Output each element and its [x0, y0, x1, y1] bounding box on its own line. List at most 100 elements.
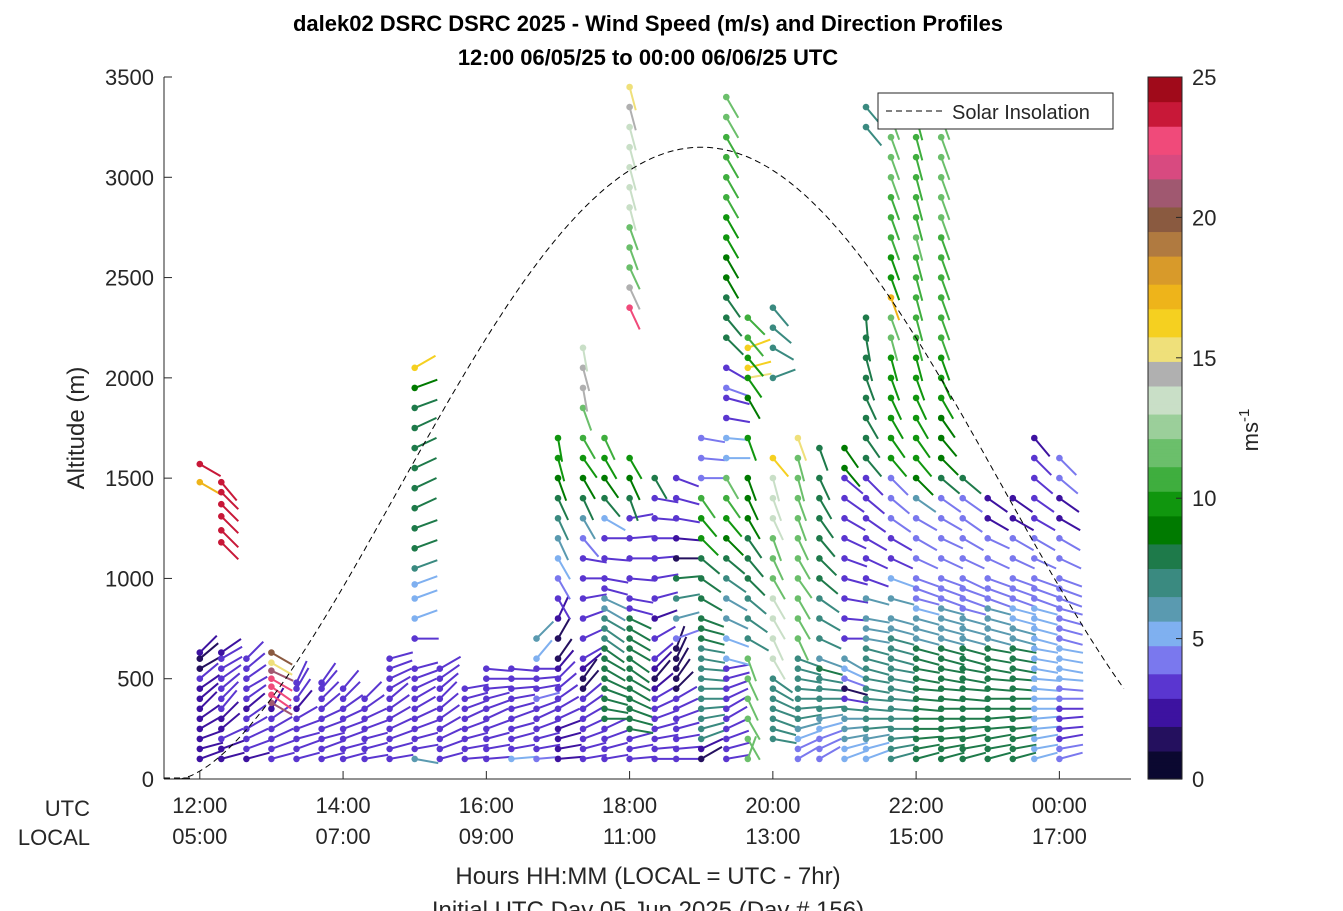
wind-barb-590 — [915, 587, 940, 598]
wind-barb-682 — [962, 477, 982, 495]
wind-barb-dot-69 — [318, 715, 325, 723]
wind-barb-771 — [1059, 597, 1083, 608]
wind-barb-60 — [296, 705, 318, 720]
wind-barb-229 — [604, 697, 628, 706]
wind-barb-dot-500 — [862, 755, 870, 763]
y-tick-label: 500 — [117, 667, 154, 692]
wind-barb-43 — [271, 751, 295, 760]
wind-barb-dot-760 — [1056, 705, 1063, 713]
wind-barb-30 — [220, 491, 240, 510]
colorbar-segment — [1148, 691, 1182, 696]
wind-barb-dot-282 — [626, 123, 633, 131]
wind-barb-71 — [320, 681, 340, 700]
wind-barb-dot-211 — [579, 575, 587, 582]
wind-barb-dot-140 — [461, 705, 469, 713]
wind-barb-dot-753 — [1031, 454, 1038, 462]
wind-barb-dot-629 — [937, 625, 945, 632]
x-tick-label-utc: 20:00 — [745, 793, 800, 818]
wind-barb-676 — [962, 587, 986, 598]
wind-barb-dot-323 — [672, 515, 680, 522]
wind-barb-dot-649 — [937, 274, 945, 281]
wind-barb-dot-154 — [508, 745, 515, 753]
wind-barb-291 — [654, 685, 676, 700]
wind-barb-dot-689 — [984, 695, 991, 703]
wind-barb-44 — [271, 739, 295, 750]
wind-barb-dot-511 — [862, 645, 870, 652]
wind-barb-dot-384 — [723, 174, 730, 181]
wind-barb-dot-105 — [411, 705, 419, 713]
colorbar-segment — [1148, 410, 1182, 415]
wind-barb-dot-228 — [601, 705, 608, 713]
wind-barb-dot-326 — [697, 755, 705, 763]
colorbar-segment — [1148, 547, 1182, 552]
wind-barb-dot-549 — [887, 555, 895, 562]
wind-barb-545 — [890, 627, 915, 636]
wind-barb-dot-622 — [937, 695, 945, 703]
wind-barb-dot-346 — [697, 494, 705, 502]
wind-barb-dot-710 — [1009, 715, 1017, 723]
colorbar-segment — [1148, 147, 1182, 152]
wind-barb-dot-535 — [887, 725, 895, 733]
wind-barb-368 — [725, 497, 741, 519]
wind-barb-dot-28 — [218, 513, 225, 520]
wind-barb-dot-472 — [816, 555, 823, 562]
wind-barb-459 — [819, 729, 843, 740]
wind-barb-327 — [700, 737, 724, 750]
colorbar-segment — [1148, 234, 1182, 240]
wind-barb-dot-21 — [218, 685, 225, 692]
wind-barb-80 — [342, 681, 361, 700]
wind-barb-342 — [700, 577, 722, 594]
plot-area: 050010001500200025003000350012:0005:0014… — [105, 65, 1131, 849]
wind-barb-158 — [511, 701, 535, 710]
wind-barb-282 — [628, 126, 637, 151]
colorbar-segment — [1148, 378, 1182, 383]
wind-barb-dot-332 — [697, 695, 705, 703]
colorbar-segment — [1148, 340, 1182, 345]
wind-barb-401 — [746, 517, 761, 540]
wind-barb-dot-178 — [554, 725, 562, 733]
wind-barb-21 — [220, 672, 241, 690]
wind-barb-137 — [464, 731, 489, 740]
wind-barb-0 — [199, 749, 223, 760]
colorbar-segment — [1148, 368, 1182, 373]
wind-barb-dot-625 — [937, 665, 945, 672]
wind-barb-dot-648 — [937, 294, 945, 301]
wind-barb-dot-426 — [769, 535, 777, 542]
wind-barb-dot-78 — [339, 715, 347, 723]
wind-barb-323 — [676, 517, 700, 524]
x-axis-sublabel: Initial UTC Day 05 Jun 2025 (Day # 156) — [432, 897, 864, 911]
wind-barb-dot-515 — [862, 595, 870, 602]
wind-barb-dot-624 — [937, 675, 945, 682]
wind-barb-dot-297 — [651, 615, 658, 622]
wind-barb-87 — [364, 694, 385, 710]
wind-barb-dot-355 — [723, 705, 730, 713]
wind-barb-512 — [865, 637, 890, 644]
wind-barb-56 — [296, 751, 320, 760]
wind-barb-414 — [772, 727, 797, 737]
wind-barb-dot-18 — [218, 715, 225, 723]
wind-barb-dot-594 — [912, 515, 920, 522]
wind-barb-dot-397 — [744, 595, 752, 602]
wind-barb-768 — [1059, 627, 1083, 636]
wind-barb-dot-41 — [243, 665, 250, 672]
wind-barb-237 — [604, 617, 626, 632]
wind-barb-dot-498 — [841, 464, 848, 472]
wind-barb-dot-643 — [937, 394, 945, 402]
wind-barb-dot-513 — [862, 625, 870, 632]
wind-barb-dot-482 — [841, 715, 848, 723]
wind-barb-dot-367 — [723, 515, 730, 522]
wind-barb-dot-508 — [862, 675, 870, 682]
wind-barb-dot-560 — [887, 334, 895, 342]
wind-barb-dot-775 — [1056, 535, 1063, 542]
wind-barb-334 — [701, 677, 726, 682]
wind-barb-638 — [940, 497, 962, 513]
wind-barb-dot-461 — [816, 715, 823, 723]
wind-barb-dot-251 — [626, 735, 633, 743]
wind-barb-294 — [653, 650, 673, 670]
wind-barb-dot-220 — [579, 384, 587, 392]
wind-barb-775 — [1058, 537, 1081, 552]
wind-barb-469 — [818, 617, 841, 632]
wind-barb-758 — [1059, 725, 1084, 730]
colorbar-segment — [1148, 536, 1182, 541]
wind-barb-dot-471 — [816, 575, 823, 582]
